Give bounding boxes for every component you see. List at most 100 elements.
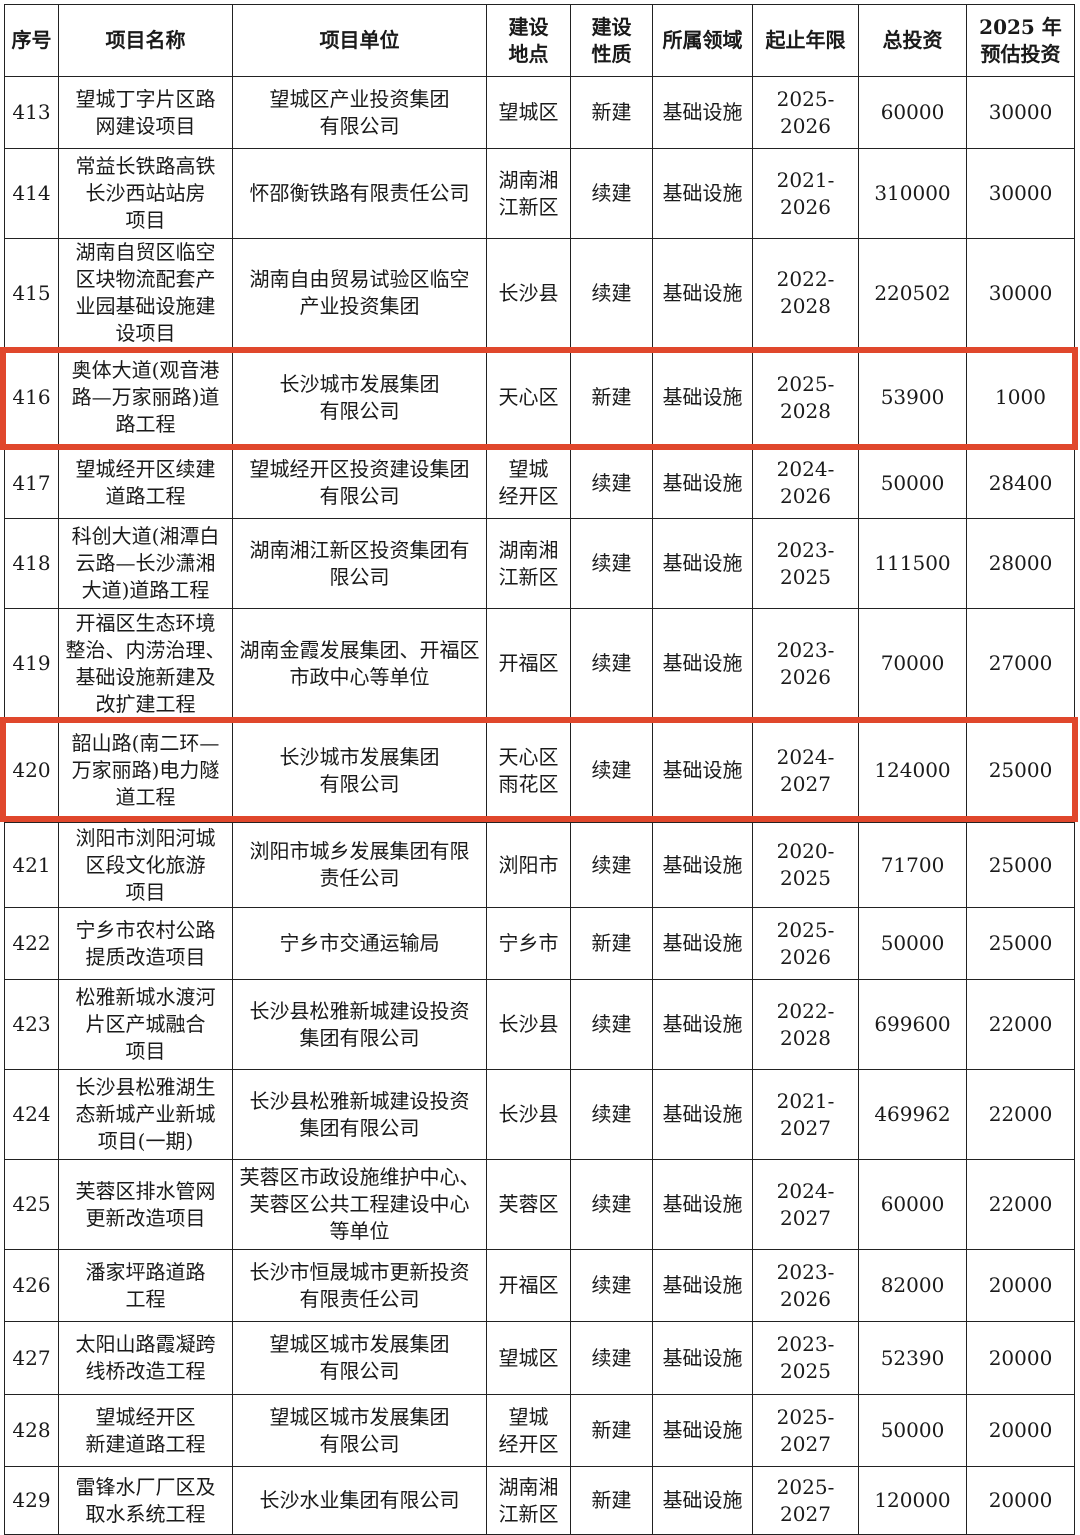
cell-field: 基础设施 bbox=[652, 1249, 753, 1322]
cell-period: 2025-2026 bbox=[752, 76, 859, 149]
cell-row-number: 414 bbox=[4, 148, 59, 239]
cell-location: 长沙县 bbox=[486, 979, 571, 1070]
cell-estimated-investment-2025: 30000 bbox=[966, 238, 1075, 348]
header-row: 序号 项目名称 项目单位 建设 地点 建设 性质 所属领域 起止年限 总投资 2025 年 预估… bbox=[4, 4, 1075, 77]
cell-location: 长沙县 bbox=[486, 1069, 571, 1160]
cell-project-unit: 芙蓉区市政设施维护中心、 芙蓉区公共工程建设中心 等单位 bbox=[232, 1159, 487, 1250]
header-estimated-investment-2025: 2025 年 预估投资 bbox=[966, 4, 1075, 77]
cell-location: 天心区 bbox=[486, 347, 571, 448]
cell-total-investment: 70000 bbox=[858, 608, 967, 719]
cell-row-number: 420 bbox=[4, 718, 59, 823]
cell-total-investment: 60000 bbox=[858, 1159, 967, 1250]
cell-project-name: 太阳山路霞凝跨 线桥改造工程 bbox=[58, 1321, 233, 1395]
cell-estimated-investment-2025: 20000 bbox=[966, 1466, 1075, 1535]
cell-row-number: 429 bbox=[4, 1466, 59, 1535]
cell-project-unit: 浏阳市城乡发展集团有限 责任公司 bbox=[232, 822, 487, 908]
cell-nature: 新建 bbox=[570, 1466, 653, 1535]
header-project-name: 项目名称 bbox=[58, 4, 233, 77]
cell-field: 基础设施 bbox=[652, 1466, 753, 1535]
cell-period: 2023-2025 bbox=[752, 1321, 859, 1395]
cell-total-investment: 52390 bbox=[858, 1321, 967, 1395]
cell-estimated-investment-2025: 25000 bbox=[966, 907, 1075, 980]
cell-nature: 续建 bbox=[570, 518, 653, 609]
cell-project-name: 科创大道(湘潭白 云路—长沙潇湘 大道)道路工程 bbox=[58, 518, 233, 609]
cell-field: 基础设施 bbox=[652, 1321, 753, 1395]
cell-period: 2022-2028 bbox=[752, 979, 859, 1070]
cell-project-name: 雷锋水厂厂区及 取水系统工程 bbox=[58, 1466, 233, 1535]
cell-total-investment: 71700 bbox=[858, 822, 967, 908]
cell-project-name: 潘家坪路道路 工程 bbox=[58, 1249, 233, 1322]
cell-total-investment: 220502 bbox=[858, 238, 967, 348]
cell-nature: 续建 bbox=[570, 718, 653, 823]
cell-location: 湖南湘 江新区 bbox=[486, 148, 571, 239]
cell-row-number: 413 bbox=[4, 76, 59, 149]
cell-field: 基础设施 bbox=[652, 76, 753, 149]
cell-row-number: 416 bbox=[4, 347, 59, 448]
cell-location: 开福区 bbox=[486, 1249, 571, 1322]
cell-estimated-investment-2025: 20000 bbox=[966, 1394, 1075, 1467]
table-row: 417 望城经开区续建 道路工程 望城经开区投资建设集团 有限公司 望城 经开区 续建基… bbox=[4, 447, 1075, 519]
cell-location: 浏阳市 bbox=[486, 822, 571, 908]
cell-project-unit: 宁乡市交通运输局 bbox=[232, 907, 487, 980]
cell-field: 基础设施 bbox=[652, 979, 753, 1070]
cell-estimated-investment-2025: 28000 bbox=[966, 518, 1075, 609]
cell-period: 2021-2026 bbox=[752, 148, 859, 239]
cell-project-name: 湖南自贸区临空 区块物流配套产 业园基础设施建 设项目 bbox=[58, 238, 233, 348]
cell-total-investment: 120000 bbox=[858, 1466, 967, 1535]
table-row: 414 常益长铁路高铁 长沙西站站房 项目 怀邵衡铁路有限责任公司 湖南湘 江新区 续建… bbox=[4, 148, 1075, 239]
table-row: 421 浏阳市浏阳河城 区段文化旅游 项目 浏阳市城乡发展集团有限 责任公司 浏阳市续… bbox=[4, 822, 1075, 908]
cell-location: 宁乡市 bbox=[486, 907, 571, 980]
cell-period: 2024-2027 bbox=[752, 718, 859, 823]
cell-total-investment: 50000 bbox=[858, 447, 967, 519]
cell-period: 2023-2026 bbox=[752, 608, 859, 719]
cell-nature: 续建 bbox=[570, 1069, 653, 1160]
table-row: 429 雷锋水厂厂区及 取水系统工程 长沙水业集团有限公司 湖南湘 江新区 新建 基础设施… bbox=[4, 1466, 1075, 1535]
cell-field: 基础设施 bbox=[652, 148, 753, 239]
header-row-number: 序号 bbox=[4, 4, 59, 77]
cell-period: 2023-2025 bbox=[752, 518, 859, 609]
cell-location: 望城 经开区 bbox=[486, 447, 571, 519]
cell-project-name: 望城丁字片区路 网建设项目 bbox=[58, 76, 233, 149]
cell-row-number: 418 bbox=[4, 518, 59, 609]
cell-project-name: 韶山路(南二环— 万家丽路)电力隧 道工程 bbox=[58, 718, 233, 823]
cell-field: 基础设施 bbox=[652, 1394, 753, 1467]
cell-location: 望城 经开区 bbox=[486, 1394, 571, 1467]
cell-period: 2022-2028 bbox=[752, 238, 859, 348]
cell-nature: 续建 bbox=[570, 238, 653, 348]
cell-period: 2023-2026 bbox=[752, 1249, 859, 1322]
cell-row-number: 415 bbox=[4, 238, 59, 348]
cell-nature: 新建 bbox=[570, 907, 653, 980]
cell-estimated-investment-2025: 28400 bbox=[966, 447, 1075, 519]
cell-nature: 续建 bbox=[570, 1321, 653, 1395]
table-row: 418 科创大道(湘潭白 云路—长沙潇湘 大道)道路工程 湖南湘江新区投资集团有 限… bbox=[4, 518, 1075, 609]
cell-nature: 续建 bbox=[570, 148, 653, 239]
cell-project-unit: 长沙城市发展集团 有限公司 bbox=[232, 347, 487, 448]
cell-estimated-investment-2025: 22000 bbox=[966, 1159, 1075, 1250]
cell-nature: 新建 bbox=[570, 347, 653, 448]
table-row: 413 望城丁字片区路 网建设项目 望城区产业投资集团 有限公司 望城区 新建 基础设施 2… bbox=[4, 76, 1075, 149]
cell-estimated-investment-2025: 25000 bbox=[966, 718, 1075, 823]
cell-nature: 续建 bbox=[570, 1249, 653, 1322]
cell-row-number: 419 bbox=[4, 608, 59, 719]
cell-row-number: 426 bbox=[4, 1249, 59, 1322]
cell-row-number: 425 bbox=[4, 1159, 59, 1250]
cell-project-name: 浏阳市浏阳河城 区段文化旅游 项目 bbox=[58, 822, 233, 908]
cell-project-unit: 望城经开区投资建设集团 有限公司 bbox=[232, 447, 487, 519]
header-period: 起止年限 bbox=[752, 4, 859, 77]
header-field: 所属领域 bbox=[652, 4, 753, 77]
table-row: 426 潘家坪路道路 工程 长沙市恒晟城市更新投资 有限责任公司 开福区 续建 基础设施 2… bbox=[4, 1249, 1075, 1322]
header-project-unit: 项目单位 bbox=[232, 4, 487, 77]
cell-project-name: 芙蓉区排水管网 更新改造项目 bbox=[58, 1159, 233, 1250]
cell-project-name: 奥体大道(观音港 路—万家丽路)道 路工程 bbox=[58, 347, 233, 448]
table-row: 415 湖南自贸区临空 区块物流配套产 业园基础设施建 设项目 湖南自由贸易试验区临… bbox=[4, 238, 1075, 348]
cell-field: 基础设施 bbox=[652, 1069, 753, 1160]
cell-project-name: 望城经开区 新建道路工程 bbox=[58, 1394, 233, 1467]
cell-project-unit: 望城区城市发展集团 有限公司 bbox=[232, 1394, 487, 1467]
cell-total-investment: 50000 bbox=[858, 1394, 967, 1467]
cell-estimated-investment-2025: 1000 bbox=[966, 347, 1075, 448]
cell-location: 湖南湘 江新区 bbox=[486, 1466, 571, 1535]
project-table: 序号 项目名称 项目单位 建设 地点 建设 性质 所属领域 起止年限 总投资 2025 年 预估… bbox=[4, 4, 1075, 1535]
cell-total-investment: 60000 bbox=[858, 76, 967, 149]
cell-location: 湖南湘 江新区 bbox=[486, 518, 571, 609]
cell-estimated-investment-2025: 22000 bbox=[966, 979, 1075, 1070]
